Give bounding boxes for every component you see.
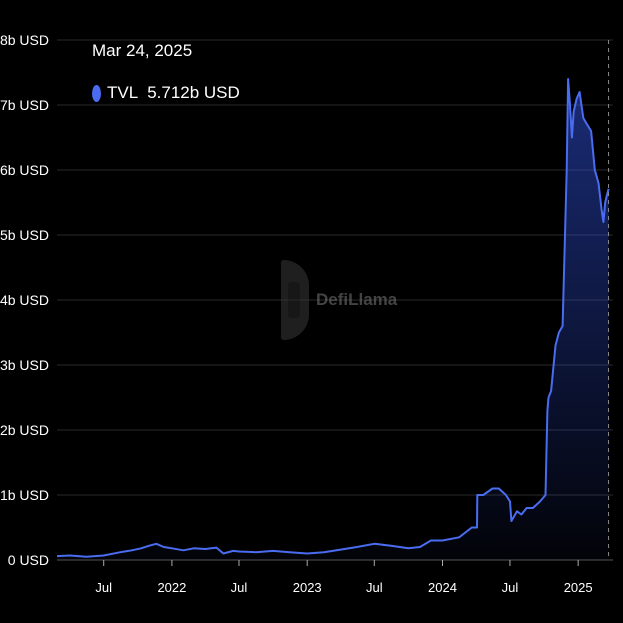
- y-tick-label: 0 USD: [8, 552, 49, 568]
- y-tick-label: 8b USD: [0, 32, 49, 48]
- y-tick-label: 5b USD: [0, 227, 49, 243]
- x-tick-label: 2025: [564, 580, 593, 595]
- x-tick-label: Jul: [366, 580, 383, 595]
- y-tick-label: 3b USD: [0, 357, 49, 373]
- tooltip-series-name: TVL: [107, 83, 139, 102]
- y-axis: 0 USD 1b USD 2b USD 3b USD 4b USD 5b USD 6b US…: [0, 32, 49, 568]
- tooltip-series-row: TVL 5.712b USD: [92, 83, 240, 103]
- x-tick-label: 2023: [293, 580, 322, 595]
- x-tick-label: 2024: [428, 580, 457, 595]
- y-tick-label: 6b USD: [0, 162, 49, 178]
- x-tick-label: Jul: [231, 580, 248, 595]
- tvl-series-line: [56, 78, 610, 558]
- watermark-text: DefiLlama: [316, 290, 398, 309]
- x-axis: Jul 2022 Jul 2023 Jul 2024 Jul 2025: [57, 559, 613, 595]
- y-tick-label: 2b USD: [0, 422, 49, 438]
- x-tick-label: Jul: [95, 580, 112, 595]
- y-tick-label: 4b USD: [0, 292, 49, 308]
- x-tick-label: 2022: [157, 580, 186, 595]
- tooltip-date: Mar 24, 2025: [92, 41, 193, 60]
- tvl-area-fill: [57, 79, 609, 560]
- y-tick-label: 7b USD: [0, 97, 49, 113]
- tooltip-value: 5.712b USD: [147, 83, 240, 102]
- y-tick-label: 1b USD: [0, 487, 49, 503]
- defillama-watermark: DefiLlama: [281, 260, 397, 340]
- llama-logo-icon: [281, 260, 309, 340]
- x-tick-label: Jul: [502, 580, 519, 595]
- grid-lines: [57, 39, 613, 561]
- plot-area: [56, 40, 610, 560]
- legend-dot-icon: [92, 84, 101, 102]
